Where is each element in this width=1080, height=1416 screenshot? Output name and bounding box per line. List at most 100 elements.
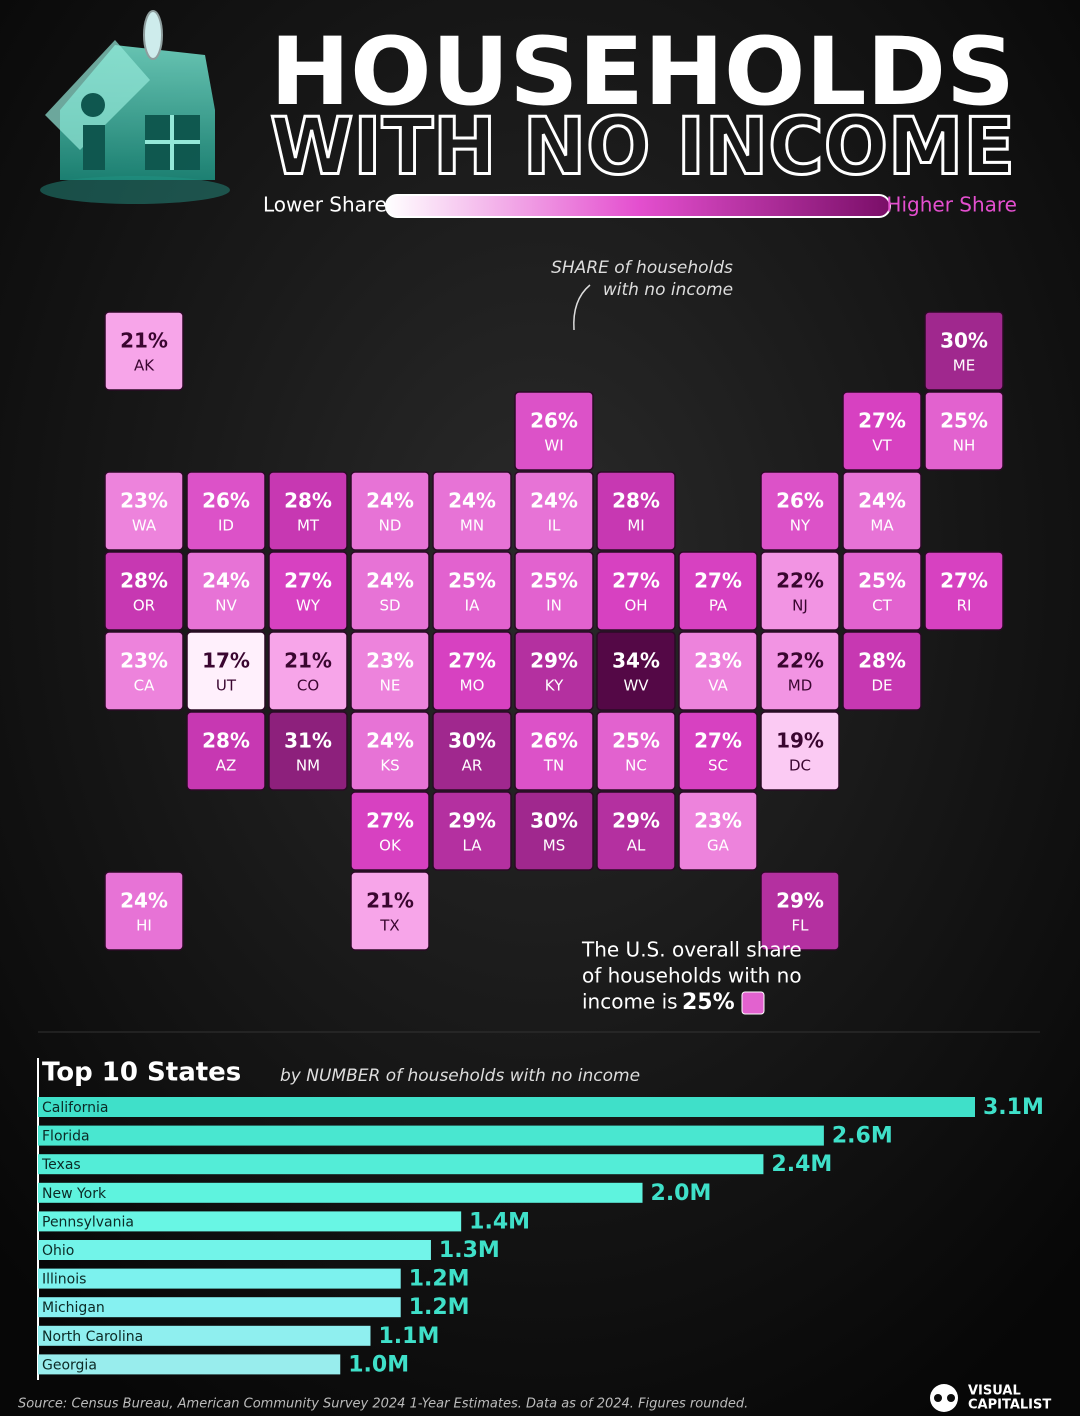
state-value-label: 34% [612, 649, 660, 673]
state-value-label: 25% [612, 729, 660, 753]
state-tile [104, 471, 184, 551]
bar [38, 1325, 371, 1346]
state-abbr: MN [460, 517, 484, 535]
state-abbr: OH [624, 597, 647, 615]
state-abbr: VT [872, 437, 892, 455]
state-value-label: 28% [202, 729, 250, 753]
bar-category-label: Illinois [42, 1272, 86, 1288]
state-value-label: 24% [530, 489, 578, 513]
state-tile [432, 471, 512, 551]
bar-category-label: North Carolina [42, 1329, 143, 1345]
state-tile [104, 871, 184, 951]
bar [38, 1354, 341, 1375]
bar-category-label: Ohio [42, 1243, 74, 1259]
state-value-label: 27% [612, 569, 660, 593]
state-tile [678, 791, 758, 871]
state-abbr: DE [871, 677, 892, 695]
state-tile [760, 631, 840, 711]
state-value-label: 30% [940, 329, 988, 353]
state-value-label: 26% [530, 409, 578, 433]
state-tile [514, 791, 594, 871]
state-value-label: 31% [284, 729, 332, 753]
state-value-label: 27% [694, 569, 742, 593]
state-value-label: 30% [448, 729, 496, 753]
legend-high-label: Higher Share [886, 193, 1017, 217]
state-abbr: AR [462, 757, 483, 775]
state-tile [186, 711, 266, 791]
bar [38, 1211, 462, 1232]
state-value-label: 19% [776, 729, 824, 753]
state-value-label: 26% [776, 489, 824, 513]
state-value-label: 24% [858, 489, 906, 513]
state-value-label: 22% [776, 649, 824, 673]
state-abbr: MS [543, 837, 565, 855]
state-value-label: 24% [448, 489, 496, 513]
state-abbr: VA [708, 677, 728, 695]
state-value-label: 21% [284, 649, 332, 673]
state-tile [760, 551, 840, 631]
state-abbr: MI [627, 517, 644, 535]
state-abbr: AZ [216, 757, 237, 775]
state-tile [432, 791, 512, 871]
state-tile [514, 631, 594, 711]
state-tile [842, 631, 922, 711]
state-tile [760, 871, 840, 951]
brand [930, 1384, 958, 1412]
state-tile [514, 391, 594, 471]
state-tile [350, 711, 430, 791]
state-tile [186, 471, 266, 551]
state-abbr: MT [297, 517, 320, 535]
state-tile [104, 631, 184, 711]
state-abbr: CA [134, 677, 155, 695]
state-abbr: OR [133, 597, 155, 615]
state-abbr: HI [136, 917, 152, 935]
state-value-label: 24% [366, 569, 414, 593]
state-value-label: 21% [366, 889, 414, 913]
state-value-label: 22% [776, 569, 824, 593]
note-swatch [741, 991, 765, 1015]
bar [38, 1268, 401, 1289]
map-annotation: SHARE of households [551, 258, 733, 278]
state-abbr: MD [788, 677, 813, 695]
state-tile [678, 551, 758, 631]
state-abbr: MO [460, 677, 485, 695]
state-abbr: TN [543, 757, 564, 775]
state-value-label: 24% [366, 489, 414, 513]
bar [38, 1297, 401, 1318]
bar-value-label: 1.1M [378, 1324, 439, 1349]
state-abbr: NH [953, 437, 976, 455]
state-tile [186, 631, 266, 711]
state-value-label: 24% [366, 729, 414, 753]
state-value-label: 23% [120, 489, 168, 513]
state-value-label: 23% [366, 649, 414, 673]
bar-value-label: 1.2M [409, 1267, 470, 1292]
state-tile [924, 311, 1004, 391]
state-abbr: FL [792, 917, 810, 935]
state-value-label: 27% [448, 649, 496, 673]
state-tile [842, 391, 922, 471]
bar-category-label: Michigan [42, 1300, 105, 1316]
state-abbr: DC [789, 757, 811, 775]
state-tile [760, 711, 840, 791]
house-icon [40, 10, 230, 204]
state-tile [432, 551, 512, 631]
state-value-label: 26% [530, 729, 578, 753]
state-abbr: NY [790, 517, 811, 535]
state-abbr: MA [870, 517, 894, 535]
bar-value-label: 1.3M [439, 1238, 500, 1263]
state-value-label: 23% [694, 649, 742, 673]
state-tile [350, 871, 430, 951]
state-value-label: 29% [612, 809, 660, 833]
state-value-label: 27% [858, 409, 906, 433]
bar-chart: California 3.1M Florida 2.6M Texas 2.4M New Yo… [38, 1095, 1044, 1377]
state-abbr: NE [380, 677, 401, 695]
bar-category-label: Texas [41, 1157, 81, 1173]
state-abbr: NV [215, 597, 237, 615]
bar-category-label: Florida [42, 1129, 90, 1145]
state-abbr: SC [708, 757, 728, 775]
state-abbr: NC [625, 757, 647, 775]
state-tile [432, 711, 512, 791]
bar [38, 1097, 975, 1117]
state-abbr: LA [463, 837, 483, 855]
